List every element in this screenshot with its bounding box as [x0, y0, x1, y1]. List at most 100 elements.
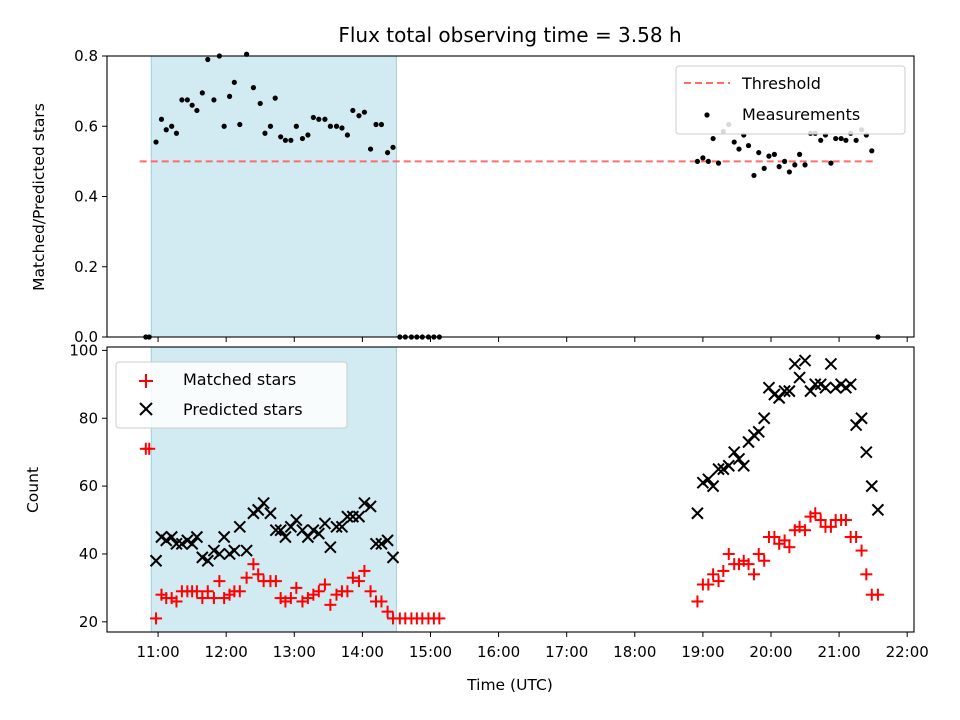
matched-star-point: [290, 581, 303, 594]
matched-star-point: [233, 585, 246, 598]
predicted-star-point: [207, 544, 221, 557]
bottom-y-tick-label: 20: [79, 613, 98, 631]
matched-star-point: [758, 554, 771, 567]
matched-star-point: [707, 568, 720, 581]
predicted-star-point: [829, 381, 842, 394]
bottom-x-tick-label: 18:00: [613, 643, 656, 661]
measurement-point: [194, 107, 200, 114]
bottom-legend-box: [115, 361, 348, 429]
measurement-point: [736, 146, 742, 152]
predicted-star-point: [269, 524, 283, 537]
measurement-point: [373, 121, 379, 128]
bottom-panel: 11:00 12:00 13:00 14:00 15:00 16:00 17:00 18:00…: [24, 341, 929, 694]
predicted-star-point: [804, 384, 817, 398]
measurement-point: [869, 148, 875, 154]
matched-star-point: [252, 568, 265, 581]
predicted-star-point: [381, 534, 394, 547]
measurement-point: [237, 121, 243, 128]
measurement-point: [833, 135, 839, 142]
predicted-star-point: [149, 554, 163, 567]
measurement-point: [293, 123, 299, 129]
measurement-point: [189, 102, 195, 108]
bottom-y-tick-label: 40: [79, 545, 98, 563]
measurement-point: [731, 139, 737, 145]
matched-star-point: [768, 531, 781, 543]
measurement-point: [211, 97, 217, 103]
measurement-point: [390, 144, 396, 150]
predicted-star-point: [257, 496, 270, 510]
bottom-x-tick-label: 11:00: [136, 643, 179, 661]
predicted-star-point: [341, 510, 354, 523]
measurement-point: [231, 79, 237, 85]
legend-matched-swatch: [139, 374, 153, 388]
matched-star-point: [269, 575, 282, 588]
matched-star-point: [341, 585, 354, 598]
matched-star-point: [213, 575, 226, 588]
predicted-star-point: [165, 530, 178, 544]
predicted-stars-points: [149, 354, 885, 567]
measurement-point: [792, 162, 798, 168]
predicted-star-point: [201, 554, 214, 567]
predicted-star-point: [369, 537, 383, 550]
top-panel: 0.00.20.40.60.8 Matched/Predicted stars …: [30, 47, 915, 346]
measurement-point: [853, 137, 859, 143]
matched-star-point: [778, 534, 791, 547]
bottom-x-tick-label: 12:00: [205, 643, 248, 661]
matched-star-point: [722, 547, 735, 560]
matched-star-point: [799, 524, 812, 537]
measurement-point: [796, 151, 803, 157]
measurement-point: [751, 172, 757, 179]
predicted-star-point: [335, 520, 349, 534]
matched-star-point: [284, 592, 297, 605]
measurement-point: [163, 127, 169, 133]
predicted-star-point: [160, 534, 173, 547]
measurement-point: [786, 169, 792, 175]
matched-star-point: [747, 568, 760, 581]
predicted-star-point: [844, 378, 857, 391]
matched-star-point: [150, 612, 163, 625]
bottom-y-tick-label: 60: [79, 477, 98, 495]
predicted-star-point: [318, 517, 332, 530]
measurement-point: [802, 162, 808, 168]
matched-star-point: [207, 592, 220, 605]
measurement-point: [288, 137, 294, 143]
measurement-point: [756, 149, 762, 156]
measurement-point: [818, 137, 824, 143]
predicted-star-point: [324, 540, 337, 554]
predicted-star-point: [307, 524, 320, 537]
predicted-star-point: [824, 357, 838, 371]
predicted-star-point: [274, 524, 287, 537]
predicted-star-point: [358, 496, 371, 510]
legend-measurements-label: Measurements: [742, 105, 860, 124]
matched-star-point: [364, 585, 377, 598]
predicted-star-point: [364, 500, 377, 513]
predicted-star-point: [860, 445, 873, 459]
measurement-point: [173, 130, 180, 136]
top-legend-box: [675, 65, 906, 135]
matched-star-point: [352, 575, 365, 588]
matched-star-point: [814, 514, 827, 527]
matched-star-point: [742, 558, 755, 571]
measurement-point: [257, 100, 263, 107]
measurement-point: [715, 160, 722, 166]
predicted-star-point: [264, 507, 277, 520]
measurement-point: [205, 56, 211, 63]
predicted-star-point: [290, 513, 303, 527]
measurement-point: [705, 158, 711, 164]
measurement-point: [694, 158, 701, 164]
legend-predicted-swatch: [139, 402, 153, 416]
predicted-star-point: [778, 384, 791, 398]
predicted-star-point: [798, 354, 812, 367]
predicted-star-point: [712, 462, 725, 476]
matched-star-point: [196, 592, 209, 605]
measurement-point: [184, 97, 190, 103]
matched-star-point: [170, 595, 183, 608]
predicted-star-point: [279, 530, 292, 544]
measurement-point: [267, 123, 274, 129]
matched-star-point: [375, 595, 388, 608]
predicted-star-point: [702, 473, 715, 486]
bottom-axes-frame: [106, 346, 915, 633]
measurement-point: [776, 164, 782, 170]
predicted-star-point: [213, 547, 226, 561]
